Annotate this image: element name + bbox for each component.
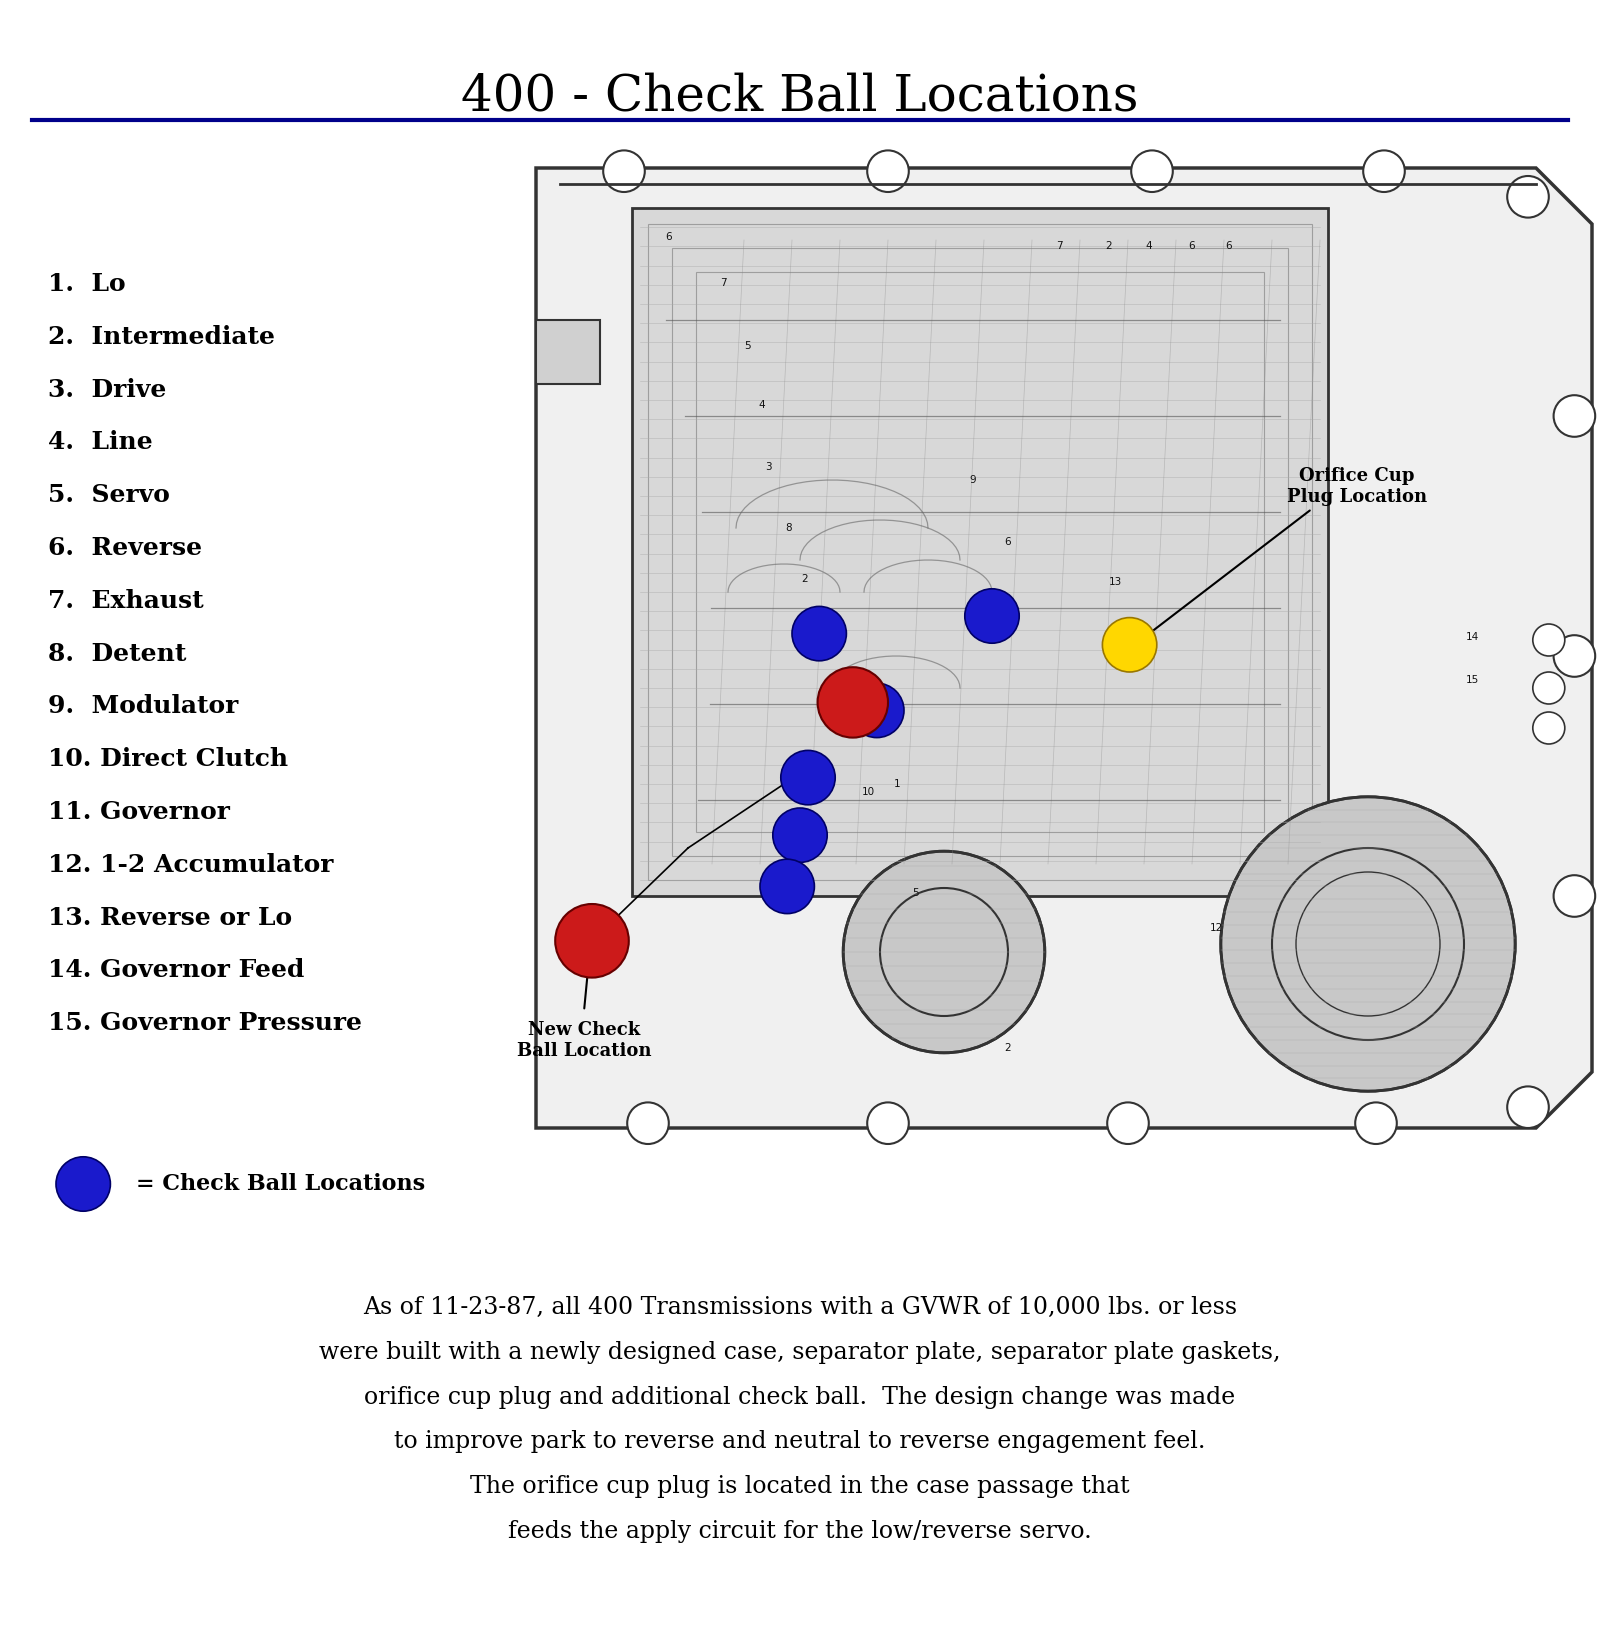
Text: feeds the apply circuit for the low/reverse servo.: feeds the apply circuit for the low/reve…: [509, 1519, 1091, 1542]
Text: 12. 1-2 Accumulator: 12. 1-2 Accumulator: [48, 854, 333, 876]
Circle shape: [773, 808, 827, 862]
Text: 9: 9: [848, 667, 854, 677]
Circle shape: [56, 1157, 110, 1211]
Text: 6.  Reverse: 6. Reverse: [48, 535, 202, 560]
Text: to improve park to reverse and neutral to reverse engagement feel.: to improve park to reverse and neutral t…: [394, 1430, 1206, 1454]
Text: 8: 8: [786, 522, 792, 534]
Text: 12: 12: [1210, 924, 1222, 934]
Text: 6: 6: [1189, 242, 1195, 251]
Text: 10. Direct Clutch: 10. Direct Clutch: [48, 747, 288, 772]
Polygon shape: [536, 320, 600, 384]
Text: 8.  Detent: 8. Detent: [48, 641, 186, 666]
Text: 2: 2: [802, 574, 808, 584]
Text: 400 - Check Ball Locations: 400 - Check Ball Locations: [461, 72, 1139, 121]
Text: 14. Governor Feed: 14. Governor Feed: [48, 958, 304, 982]
Circle shape: [1507, 176, 1549, 217]
Text: 3: 3: [765, 462, 771, 472]
Circle shape: [1554, 875, 1595, 917]
Circle shape: [1554, 395, 1595, 437]
Circle shape: [1507, 1087, 1549, 1128]
Text: 4: 4: [1146, 242, 1152, 251]
Text: 6: 6: [666, 232, 672, 242]
Text: 3.  Drive: 3. Drive: [48, 377, 166, 401]
Circle shape: [555, 904, 629, 978]
Text: 2.  Intermediate: 2. Intermediate: [48, 325, 275, 349]
Text: 4.  Line: 4. Line: [48, 431, 152, 454]
Text: 13. Reverse or Lo: 13. Reverse or Lo: [48, 906, 293, 930]
Text: New Check
Ball Location: New Check Ball Location: [517, 1020, 651, 1059]
Text: 13: 13: [1109, 578, 1122, 588]
Text: 10: 10: [862, 787, 875, 796]
Text: 2: 2: [1106, 242, 1112, 251]
Text: As of 11-23-87, all 400 Transmissions with a GVWR of 10,000 lbs. or less: As of 11-23-87, all 400 Transmissions wi…: [363, 1296, 1237, 1319]
Circle shape: [867, 150, 909, 193]
Circle shape: [965, 589, 1019, 643]
Circle shape: [1363, 150, 1405, 193]
Circle shape: [850, 684, 904, 738]
Circle shape: [627, 1102, 669, 1144]
Text: The orifice cup plug is located in the case passage that: The orifice cup plug is located in the c…: [470, 1475, 1130, 1498]
Circle shape: [1533, 712, 1565, 744]
Circle shape: [843, 852, 1045, 1053]
Text: 5: 5: [912, 888, 918, 898]
Text: 9.  Modulator: 9. Modulator: [48, 694, 238, 718]
Circle shape: [760, 858, 814, 914]
Text: 5: 5: [744, 341, 750, 351]
Text: = Check Ball Locations: = Check Ball Locations: [136, 1173, 426, 1195]
Text: 4: 4: [758, 400, 765, 410]
Circle shape: [792, 607, 846, 661]
Text: 15: 15: [1466, 676, 1478, 685]
Text: 14: 14: [1466, 632, 1478, 641]
Text: 1.  Lo: 1. Lo: [48, 273, 126, 295]
Circle shape: [1107, 1102, 1149, 1144]
Text: 6: 6: [816, 622, 822, 632]
Text: 9: 9: [970, 475, 976, 485]
Circle shape: [867, 1102, 909, 1144]
Circle shape: [1533, 623, 1565, 656]
Circle shape: [1221, 796, 1515, 1092]
Text: orifice cup plug and additional check ball.  The design change was made: orifice cup plug and additional check ba…: [365, 1386, 1235, 1408]
Circle shape: [603, 150, 645, 193]
Text: 1: 1: [818, 756, 824, 765]
Text: 2: 2: [1005, 1043, 1011, 1053]
Text: 7.  Exhaust: 7. Exhaust: [48, 589, 203, 612]
Circle shape: [1102, 617, 1157, 672]
Text: were built with a newly designed case, separator plate, separator plate gaskets,: were built with a newly designed case, s…: [318, 1342, 1282, 1364]
Text: 11. Governor: 11. Governor: [48, 800, 230, 824]
Circle shape: [781, 751, 835, 805]
Circle shape: [818, 667, 888, 738]
Circle shape: [1554, 635, 1595, 677]
Circle shape: [1355, 1102, 1397, 1144]
Circle shape: [1533, 672, 1565, 703]
Text: 1: 1: [894, 778, 901, 788]
Text: 5.  Servo: 5. Servo: [48, 483, 170, 508]
Text: 6: 6: [1226, 242, 1232, 251]
Text: 15. Governor Pressure: 15. Governor Pressure: [48, 1012, 362, 1035]
Bar: [696, 273, 1264, 832]
Text: 10: 10: [872, 726, 885, 736]
Polygon shape: [536, 168, 1592, 1128]
Circle shape: [1131, 150, 1173, 193]
Bar: [672, 248, 1288, 857]
Text: 6: 6: [1005, 537, 1011, 547]
Text: 7: 7: [720, 277, 726, 289]
Text: 7: 7: [1056, 242, 1062, 251]
Text: Orifice Cup
Plug Location: Orifice Cup Plug Location: [1286, 467, 1427, 506]
Bar: [632, 207, 1328, 896]
Bar: [648, 224, 1312, 880]
